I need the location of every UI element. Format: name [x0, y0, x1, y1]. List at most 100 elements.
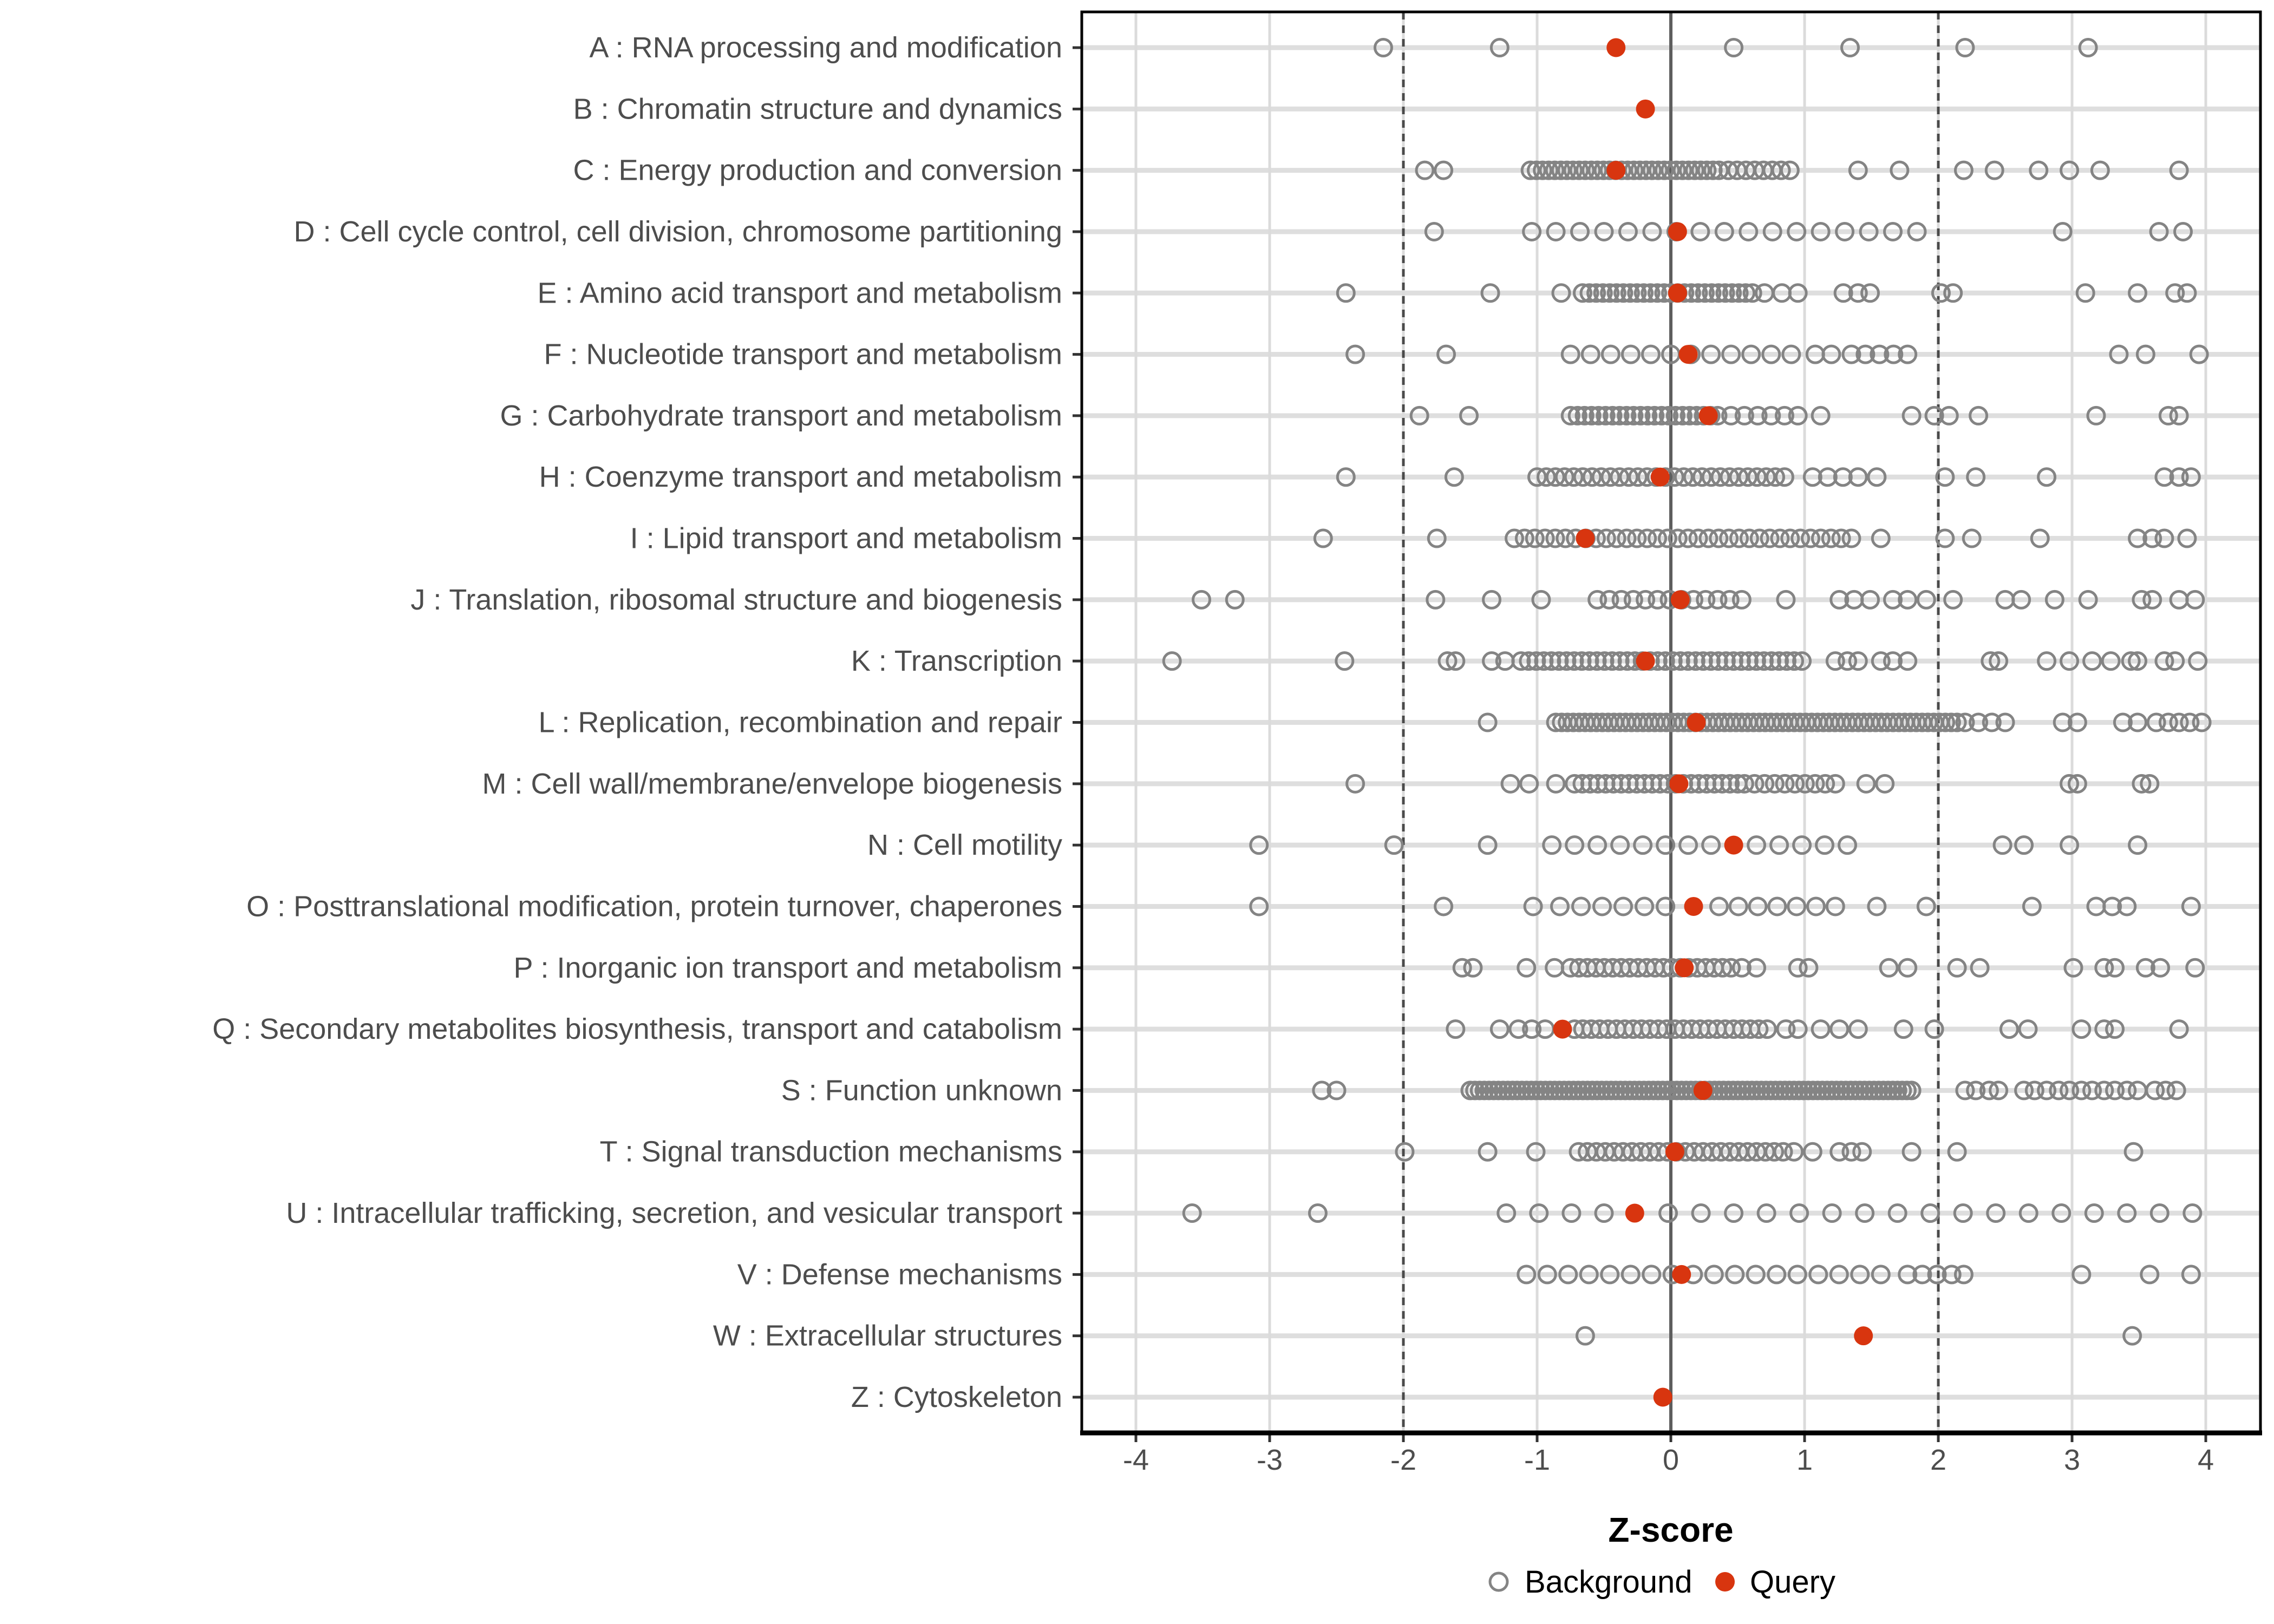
background-point — [2169, 405, 2189, 425]
background-point — [1600, 344, 1620, 364]
background-point — [1784, 1142, 1804, 1162]
query-point — [1684, 896, 1703, 916]
category-label: E : Amino acid transport and metabolism — [538, 277, 1062, 309]
background-point — [1642, 160, 1662, 180]
x-axis-title: Z-score — [1608, 1510, 1733, 1549]
background-point — [1811, 405, 1831, 425]
background-point — [1822, 1203, 1842, 1223]
background-point — [1697, 160, 1717, 180]
background-point — [1729, 283, 1749, 303]
background-point — [2109, 344, 2129, 364]
background-point — [2084, 1203, 2104, 1223]
background-point — [1685, 651, 1706, 671]
background-point — [1424, 221, 1444, 241]
background-point — [2128, 835, 2148, 855]
background-point — [1709, 896, 1729, 916]
background-point — [1606, 528, 1626, 548]
background-point — [1336, 467, 1356, 487]
background-point — [1887, 1203, 1907, 1223]
background-point — [1859, 221, 1879, 241]
background-point — [1592, 896, 1612, 916]
background-point — [1898, 958, 1918, 978]
background-point — [1549, 651, 1569, 671]
background-point — [1939, 405, 1959, 425]
background-point — [2082, 651, 2102, 671]
background-point — [1848, 467, 1868, 487]
query-point — [1668, 283, 1687, 303]
background-point — [1829, 1142, 1850, 1162]
background-point — [1526, 160, 1546, 180]
background-point — [2169, 712, 2189, 732]
category-label: M : Cell wall/membrane/envelope biogenes… — [482, 768, 1062, 800]
background-point — [1665, 405, 1685, 425]
background-point — [1953, 1203, 1973, 1223]
background-point — [1722, 283, 1742, 303]
category-label: V : Defense mechanisms — [737, 1258, 1062, 1291]
background-point — [1571, 896, 1591, 916]
background-point — [1225, 590, 1245, 610]
background-point — [1437, 651, 1458, 671]
background-point — [1953, 1265, 1974, 1285]
background-point — [1557, 160, 1577, 180]
background-point — [1867, 467, 1887, 487]
query-point — [1636, 99, 1655, 119]
background-point — [1526, 1142, 1546, 1162]
background-point — [1999, 1019, 2019, 1039]
background-point — [1587, 651, 1607, 671]
background-point — [2188, 651, 2208, 671]
background-point — [1436, 344, 1456, 364]
background-point — [1721, 405, 1741, 425]
background-point — [2122, 1326, 2142, 1346]
background-point — [1312, 1081, 1332, 1101]
background-point — [2090, 160, 2110, 180]
background-point — [1739, 528, 1759, 548]
background-point — [1955, 38, 1975, 57]
background-point — [2135, 344, 2155, 364]
x-tick-label: -4 — [1123, 1444, 1149, 1476]
background-point — [1678, 160, 1698, 180]
background-point — [1780, 160, 1800, 180]
background-point — [1811, 528, 1831, 548]
category-label: K : Transcription — [851, 645, 1062, 677]
background-point — [1580, 344, 1600, 364]
background-point — [1829, 590, 1850, 610]
background-point — [1943, 283, 1963, 303]
background-point — [1898, 651, 1918, 671]
background-point — [1542, 835, 1562, 855]
background-point — [1620, 344, 1641, 364]
background-point — [1723, 651, 1743, 671]
background-point — [1947, 712, 1967, 732]
background-point — [1748, 405, 1768, 425]
background-point — [1599, 590, 1619, 610]
background-point — [1789, 1203, 1809, 1223]
category-label: L : Replication, recombination and repai… — [538, 706, 1062, 739]
background-point — [2180, 712, 2200, 732]
background-point — [2082, 1081, 2102, 1101]
background-point — [2149, 1203, 2170, 1223]
background-point — [1781, 344, 1801, 364]
background-point — [1522, 1019, 1542, 1039]
background-point — [1162, 651, 1182, 671]
background-point — [1884, 344, 1904, 364]
background-point — [2067, 712, 2087, 732]
background-point — [1619, 467, 1639, 487]
background-point — [1531, 590, 1551, 610]
background-point — [1989, 651, 2009, 671]
query-point — [1675, 958, 1694, 978]
background-point — [1560, 405, 1580, 425]
background-point — [1871, 528, 1891, 548]
x-tick-label: 4 — [2198, 1444, 2214, 1476]
category-label: N : Cell motility — [867, 829, 1062, 861]
background-point — [1373, 38, 1393, 57]
background-point — [1654, 160, 1674, 180]
background-point — [1747, 835, 1767, 855]
background-point — [2169, 160, 2189, 180]
background-point — [1728, 896, 1748, 916]
query-point — [1670, 590, 1690, 610]
background-point — [2049, 1081, 2069, 1101]
background-point — [2132, 590, 2152, 610]
background-point — [1695, 283, 1715, 303]
background-point — [1901, 1142, 1922, 1162]
background-point — [1815, 774, 1835, 794]
background-point — [2158, 405, 2178, 425]
